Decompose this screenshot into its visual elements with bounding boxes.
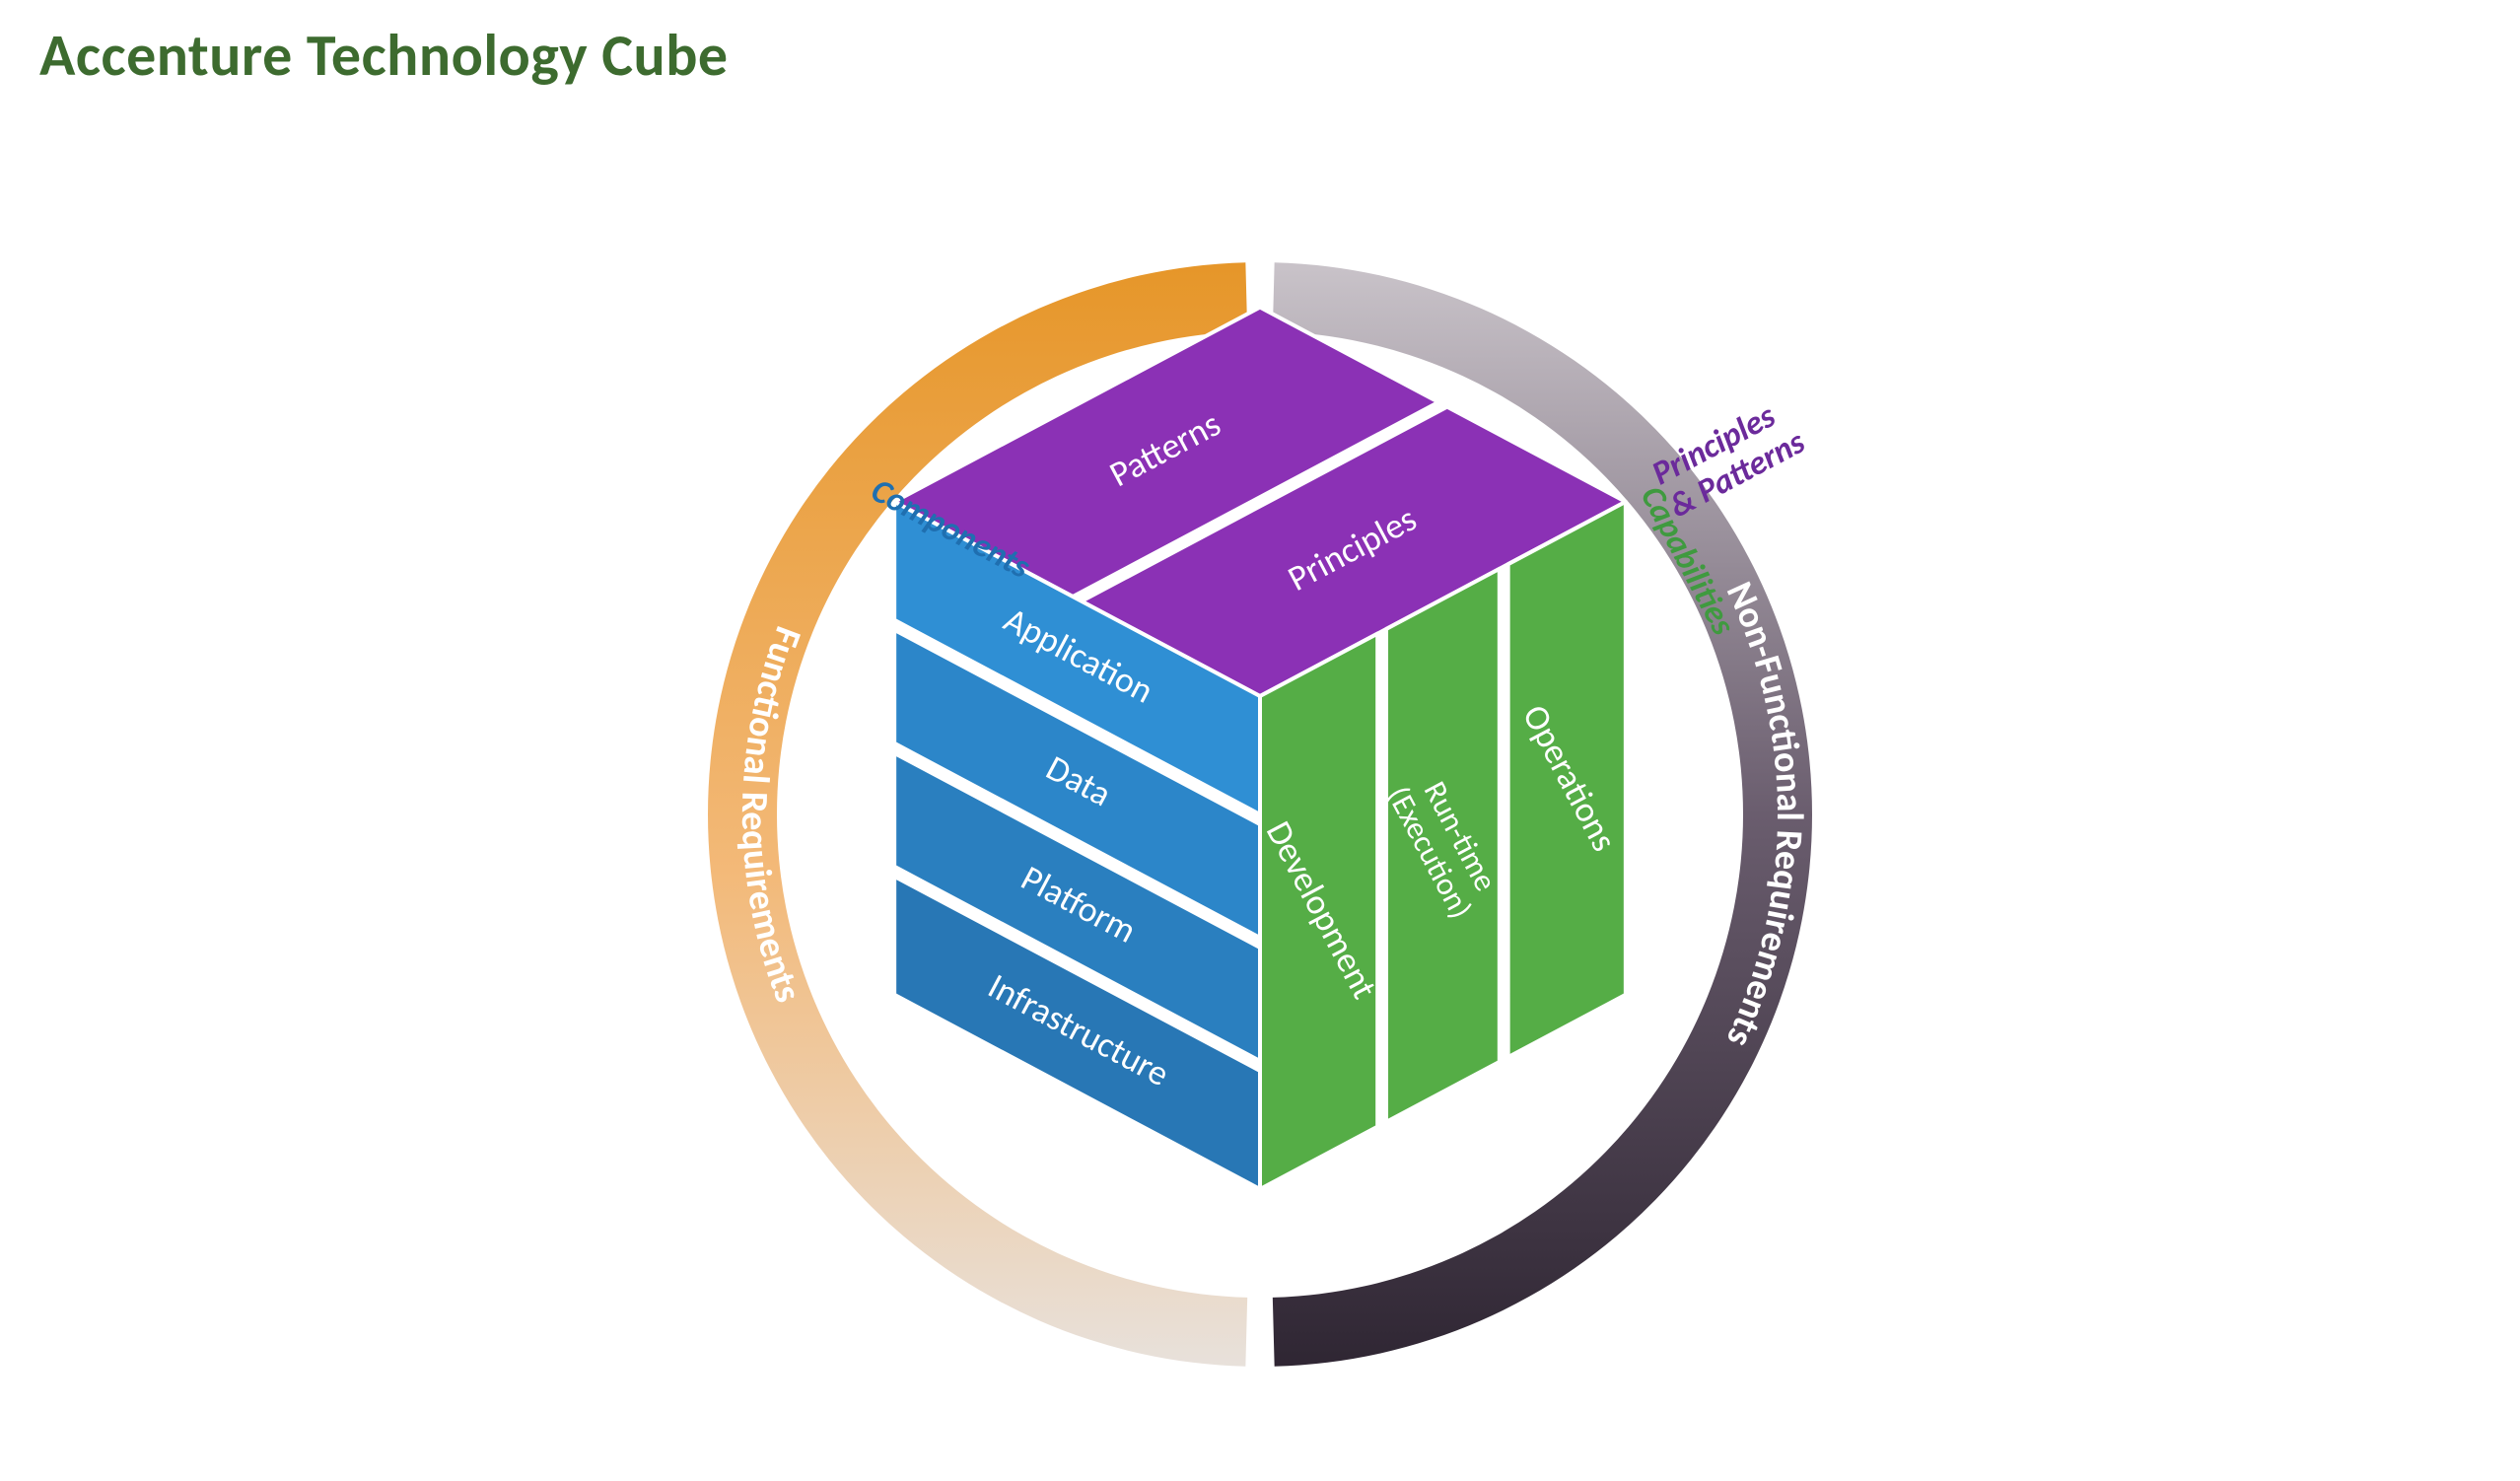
cube-diagram: Functional Requirements Non-Functional R… (619, 174, 1901, 1455)
page-title: Accenture Technology Cube (39, 20, 729, 92)
technology-cube: PrinciplesPatternsPrinciples& PatternsAp… (865, 308, 1813, 1189)
